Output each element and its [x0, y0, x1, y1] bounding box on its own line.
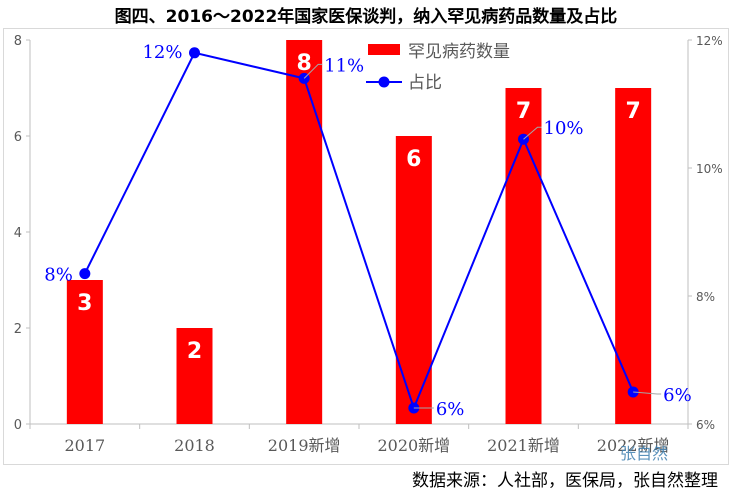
- line-label-leader: [303, 63, 323, 79]
- bar: [286, 40, 323, 424]
- x-tick-label: 2020新增: [377, 436, 450, 455]
- line-point: [79, 268, 91, 280]
- line-data-label: 12%: [142, 42, 182, 63]
- legend-swatch-bars: [368, 44, 400, 55]
- x-tick-label: 2021新增: [487, 436, 560, 455]
- bar: [176, 328, 213, 424]
- y-tick-label: 8: [14, 34, 22, 49]
- bar: [66, 280, 103, 424]
- legend-label-bars: 罕见病药数量: [408, 42, 510, 62]
- y-tick-label: 0: [14, 418, 22, 433]
- bar-data-label: 7: [516, 99, 531, 124]
- line-label-leader: [633, 391, 662, 395]
- line-data-label: 11%: [324, 55, 364, 76]
- y2-tick-label: 8%: [696, 290, 715, 304]
- source-note: 数据来源：人社部，医保局，张自然整理: [412, 471, 718, 491]
- x-tick-label: 2019新增: [268, 436, 341, 455]
- chart-title: 图四、2016～2022年国家医保谈判，纳入罕见病药品数量及占比: [114, 7, 618, 27]
- y2-tick-label: 10%: [696, 162, 723, 176]
- watermark: 张自然: [620, 444, 669, 463]
- x-tick-label: 2017: [64, 436, 105, 455]
- bar-data-label: 3: [77, 291, 92, 316]
- x-tick-label: 2022新增: [597, 436, 670, 455]
- bar-data-label: 6: [406, 147, 421, 172]
- line-label-leader: [523, 126, 542, 140]
- legend-swatch-point: [378, 76, 390, 88]
- line-data-label: 10%: [544, 118, 584, 139]
- bar-data-label: 7: [626, 99, 641, 124]
- line-data-label: 6%: [663, 385, 692, 406]
- x-tick-label: 2018: [174, 436, 215, 455]
- legend-label-line: 占比: [408, 73, 442, 93]
- bar-data-label: 2: [187, 339, 202, 364]
- line-data-label: 8%: [44, 265, 73, 286]
- y-tick-label: 6: [14, 130, 22, 145]
- line-data-label: 6%: [436, 399, 465, 420]
- y-tick-label: 2: [14, 322, 22, 337]
- bar: [395, 136, 432, 424]
- bar: [615, 88, 652, 424]
- y-tick-label: 4: [14, 226, 22, 241]
- y2-tick-label: 6%: [696, 418, 715, 432]
- line-point: [189, 47, 200, 59]
- chart-frame: [3, 28, 729, 465]
- bar-data-label: 8: [297, 51, 312, 76]
- line-series-path: [83, 51, 635, 411]
- y2-tick-label: 12%: [696, 34, 723, 48]
